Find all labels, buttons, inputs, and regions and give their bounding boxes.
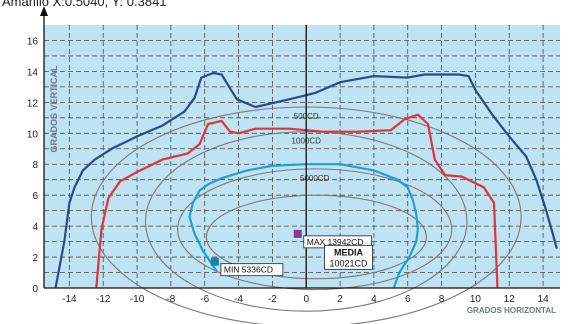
x-tick-label: -6 bbox=[200, 294, 209, 305]
media-label-line: 10021CD bbox=[330, 258, 369, 268]
y-tick-label: 12 bbox=[27, 98, 39, 109]
y-tick-label: 6 bbox=[32, 191, 38, 202]
y-tick-label: 14 bbox=[27, 67, 39, 78]
x-tick-label: -12 bbox=[96, 294, 111, 305]
y-tick-label: 0 bbox=[32, 284, 38, 295]
x-tick-label: -10 bbox=[130, 294, 145, 305]
series-line-1 bbox=[54, 71, 558, 288]
x-tick-label: 2 bbox=[337, 294, 343, 305]
x-tick-label: -2 bbox=[268, 294, 277, 305]
plot-background bbox=[44, 25, 560, 288]
x-tick-label: -4 bbox=[234, 294, 243, 305]
x-tick-label: 4 bbox=[371, 294, 377, 305]
media-label-line: MEDIA bbox=[334, 247, 364, 257]
y-tick-label: 10 bbox=[27, 129, 39, 140]
x-tick-label: 0 bbox=[303, 294, 309, 305]
x-tick-label: -14 bbox=[62, 294, 77, 305]
x-tick-label: 12 bbox=[504, 294, 516, 305]
series-line-3 bbox=[188, 163, 419, 288]
marker-label: MIN 5336CD bbox=[224, 265, 273, 275]
y-axis-label: GRADOS VERTICAL bbox=[49, 65, 59, 153]
y-axis-arrow bbox=[40, 6, 48, 16]
marker bbox=[210, 257, 219, 266]
y-tick-label: 4 bbox=[32, 222, 38, 233]
x-tick-label: 8 bbox=[439, 294, 445, 305]
x-tick-label: 14 bbox=[538, 294, 550, 305]
media-box bbox=[324, 244, 373, 270]
series-line-2 bbox=[95, 113, 499, 288]
x-tick-label: 10 bbox=[470, 294, 482, 305]
isolux-label: 5000CD bbox=[300, 174, 330, 183]
x-axis-label: GRADOS HORIZONTAL bbox=[466, 306, 556, 315]
isolux-ellipse bbox=[205, 194, 427, 280]
x-tick-label: -8 bbox=[166, 294, 175, 305]
y-tick-label: 8 bbox=[32, 160, 38, 171]
x-tick-label: 6 bbox=[405, 294, 411, 305]
marker-label-box bbox=[220, 263, 284, 277]
y-tick-label: 16 bbox=[27, 36, 39, 47]
marker bbox=[293, 229, 302, 238]
isolux-ellipse bbox=[177, 168, 453, 291]
y-tick-label: 2 bbox=[32, 253, 38, 264]
marker-label: MAX 13942CD bbox=[307, 237, 364, 247]
chart-header: Amarillo X:0.5040, Y: 0.3841 bbox=[2, 0, 167, 9]
